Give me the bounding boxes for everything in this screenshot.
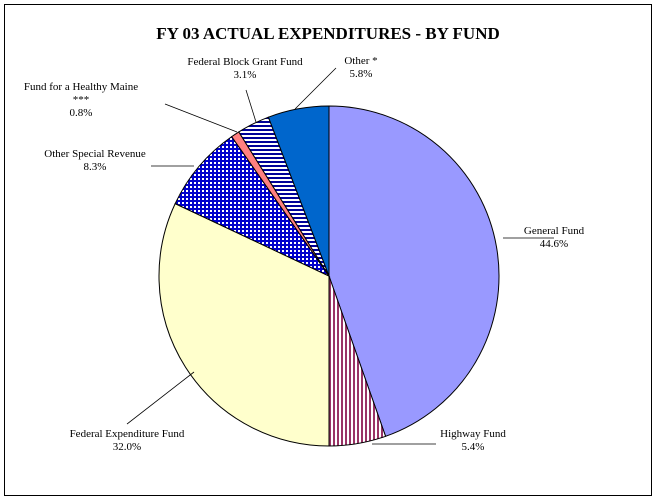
slice-label: Fund for a Healthy Maine *** 0.8% bbox=[24, 81, 138, 119]
leader-line bbox=[164, 103, 238, 133]
slice-label: Federal Expenditure Fund 32.0% bbox=[70, 428, 185, 453]
pie-slice-general-fund bbox=[328, 105, 500, 437]
slice-label: Federal Block Grant Fund 3.1% bbox=[187, 56, 303, 81]
pie-slice-federal-expenditure-fund bbox=[158, 202, 330, 447]
slice-label: General Fund 44.6% bbox=[524, 225, 585, 250]
chart-frame: FY 03 ACTUAL EXPENDITURES - BY FUND Gene… bbox=[4, 4, 652, 496]
leader-line bbox=[245, 89, 257, 123]
chart-title: FY 03 ACTUAL EXPENDITURES - BY FUND bbox=[156, 24, 500, 43]
leader-line bbox=[126, 371, 195, 425]
leader-line bbox=[294, 67, 337, 110]
slice-label: Other * 5.8% bbox=[344, 55, 377, 80]
pie-slice-other bbox=[267, 105, 330, 277]
pie-chart: FY 03 ACTUAL EXPENDITURES - BY FUND Gene… bbox=[24, 24, 585, 453]
slice-label: Other Special Revenue 8.3% bbox=[44, 148, 146, 173]
pie-slice-other-special-revenue bbox=[174, 135, 331, 278]
slice-label: Highway Fund 5.4% bbox=[440, 428, 506, 453]
